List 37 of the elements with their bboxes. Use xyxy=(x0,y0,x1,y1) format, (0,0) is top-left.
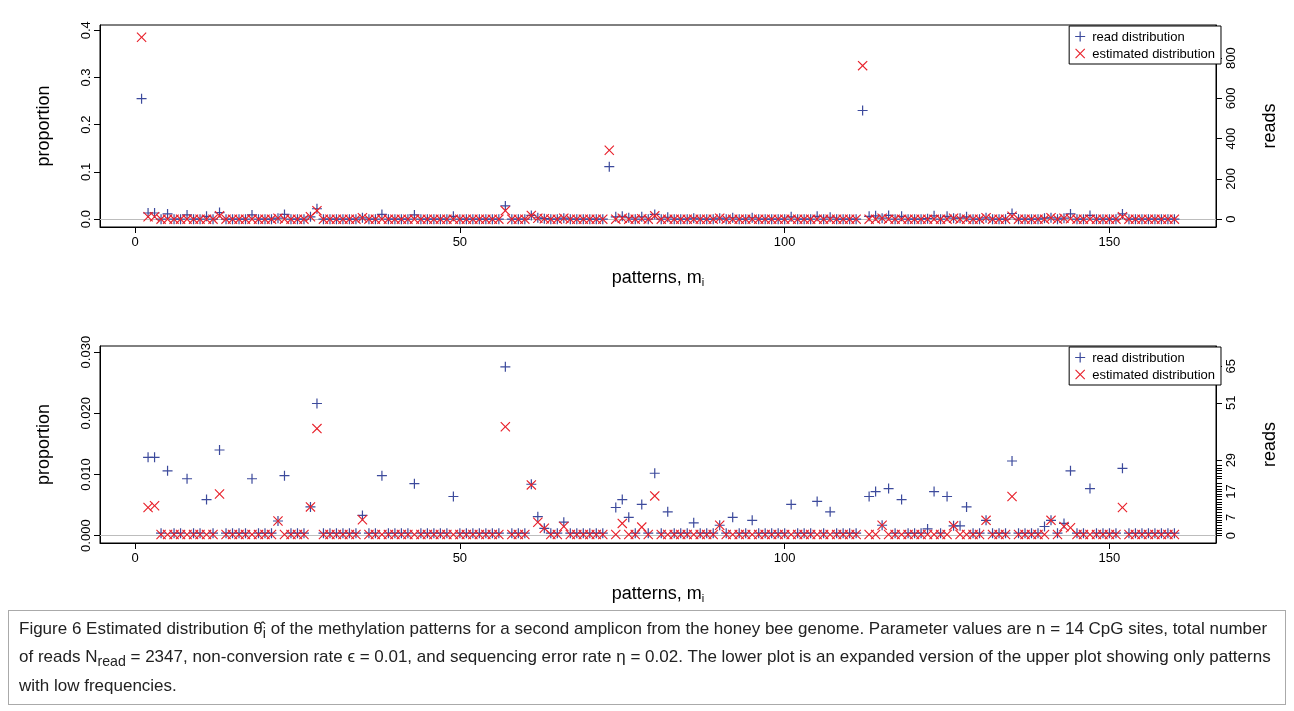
x-tick-label: 100 xyxy=(773,550,796,565)
y-tick-label: 0.1 xyxy=(78,162,93,181)
y-tick-label: 0.010 xyxy=(78,458,93,491)
y2-tick-label: 600 xyxy=(1223,87,1238,110)
y2-axis-title: reads xyxy=(1259,103,1279,149)
y-tick-label: 0.2 xyxy=(78,115,93,134)
y2-tick-label: 7 xyxy=(1223,513,1238,522)
legend-label: read distribution xyxy=(1092,350,1185,365)
x-tick-label: 0 xyxy=(131,234,139,249)
x-tick-label: 50 xyxy=(452,550,468,565)
y2-tick-label: 29 xyxy=(1223,452,1238,468)
y-axis-title: proportion xyxy=(33,403,53,486)
legend-label: read distribution xyxy=(1092,29,1185,44)
y2-tick-label: 400 xyxy=(1223,127,1238,150)
y2-tick-label: 0 xyxy=(1223,215,1238,223)
y2-tick-label: 800 xyxy=(1223,47,1238,70)
y-tick-label: 0.000 xyxy=(78,519,93,552)
x-tick-label: 150 xyxy=(1098,234,1121,249)
y2-axis-title: reads xyxy=(1259,421,1279,468)
y2-tick-label: 17 xyxy=(1223,484,1238,499)
x-tick-label: 100 xyxy=(773,234,796,249)
y-tick-label: 0.4 xyxy=(78,21,93,40)
y-axis-title: proportion xyxy=(33,85,53,167)
y2-tick-label: 200 xyxy=(1223,168,1238,190)
legend-label: estimated distribution xyxy=(1092,46,1215,61)
y2-tick-label: 0 xyxy=(1223,532,1238,540)
text: Figure 6 Estimated distribution θ̂$_{i}$ of the methylation patterns for a second amplicon from the honey bee genome. Parameter values are n = 14 CpG sites, total number of reads N$_{read}$ = 2347, non-conversion rate ϵ = 0.01, and sequencing error rate η = 0.02. The lower plot is an expanded version of the upper plot showing only patterns with low frequencies. xyxy=(19,619,1271,695)
y2-tick-label: 51 xyxy=(1223,395,1238,411)
x-tick-label: 0 xyxy=(131,550,139,565)
y-tick-label: 0.3 xyxy=(78,68,93,87)
legend-label: estimated distribution xyxy=(1092,367,1215,382)
x-tick-label: 50 xyxy=(452,234,468,249)
y-tick-label: 0.0 xyxy=(78,210,93,229)
y-tick-label: 0.030 xyxy=(78,335,93,369)
x-tick-label: 150 xyxy=(1098,550,1121,565)
y2-tick-label: 65 xyxy=(1223,359,1238,374)
y-tick-label: 0.020 xyxy=(78,397,93,430)
